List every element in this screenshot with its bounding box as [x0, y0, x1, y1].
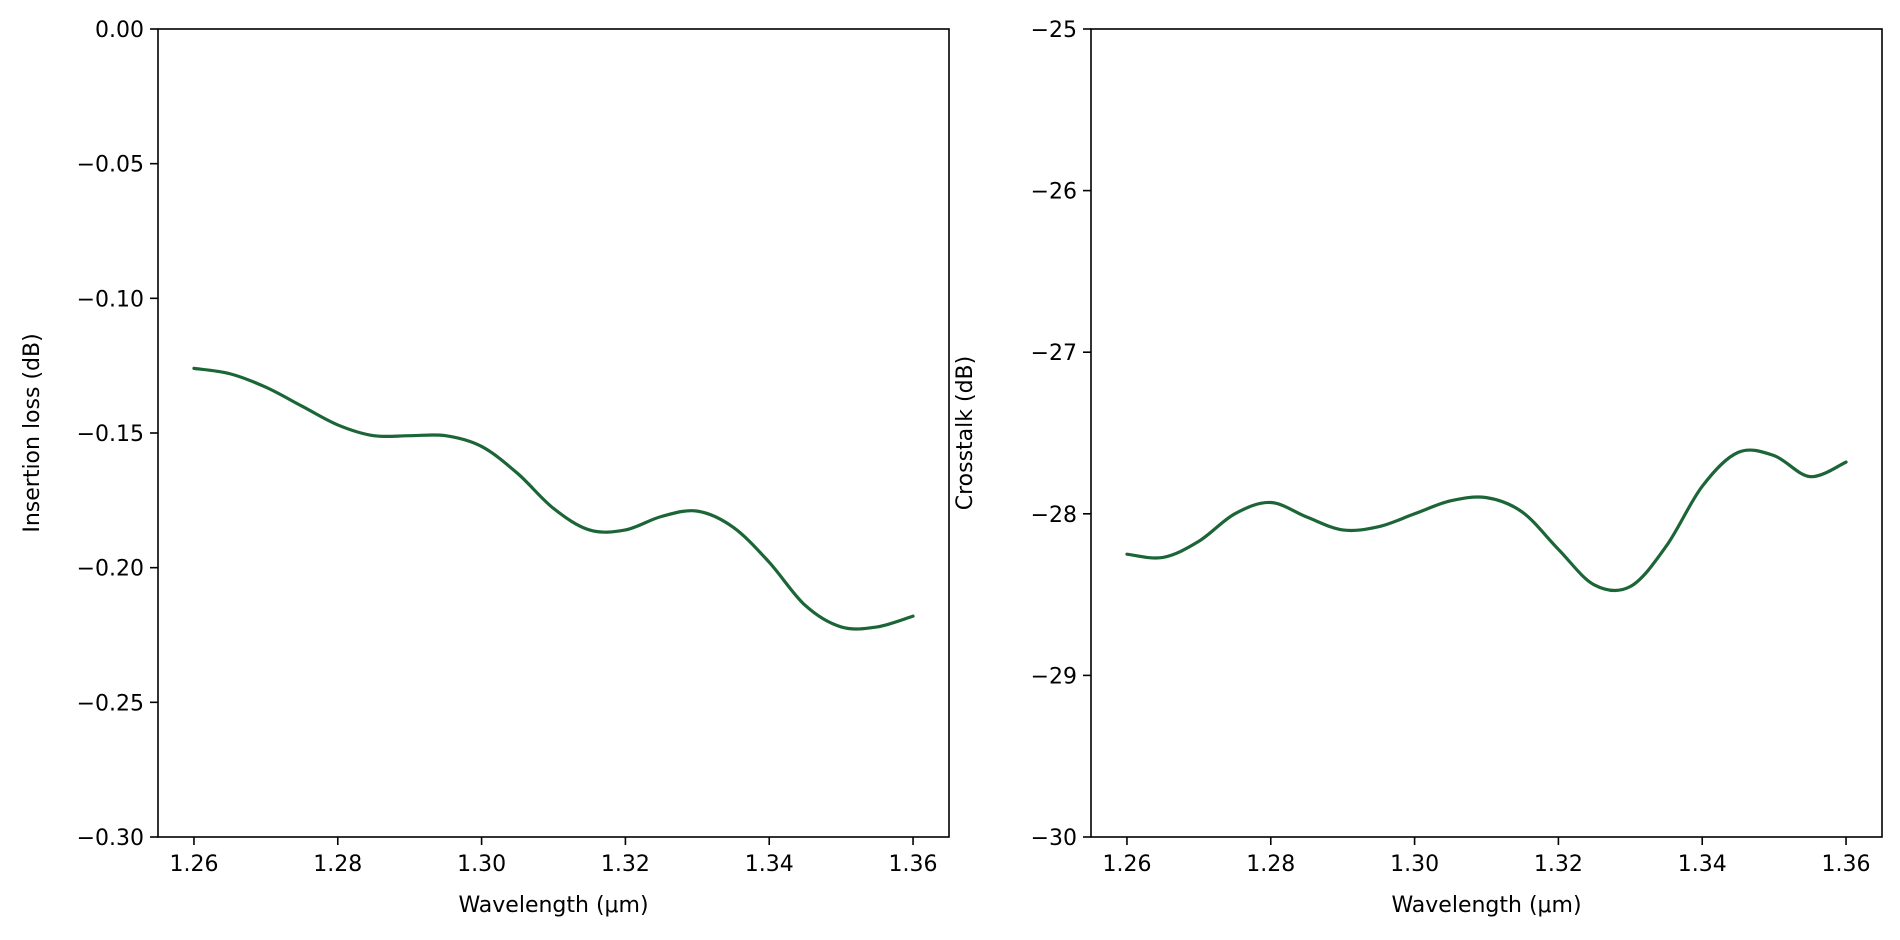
y-tick-label: −0.20	[77, 557, 144, 582]
series-line-0	[192, 366, 915, 631]
x-tick-label: 1.30	[1390, 852, 1439, 877]
x-tick-label: 1.36	[1822, 852, 1871, 877]
x-tick-label: 1.28	[313, 852, 362, 877]
y-tick-label: −27	[1031, 341, 1077, 366]
y-axis-label: Crosstalk (dB)	[953, 356, 978, 510]
plot-frame	[157, 28, 950, 838]
x-tick-label: 1.34	[1678, 852, 1727, 877]
x-tick-label: 1.32	[1534, 852, 1583, 877]
x-axis-label: Wavelength (μm)	[458, 893, 648, 918]
y-tick-label: −26	[1031, 180, 1077, 205]
x-tick-label: 1.30	[457, 852, 506, 877]
y-tick-label: −0.05	[77, 153, 144, 178]
y-tick-label: −0.15	[77, 422, 144, 447]
x-tick-label: 1.28	[1246, 852, 1295, 877]
y-axis-label: Insertion loss (dB)	[20, 333, 45, 532]
y-tick-label: −30	[1031, 826, 1077, 851]
x-tick-label: 1.34	[745, 852, 794, 877]
y-tick-label: −0.30	[77, 826, 144, 851]
crosstalk-panel: 1.26 1.28 1.30 1.32 1.34 1.36 −25 −26 −27 −28 −29 −…	[953, 18, 1883, 918]
y-tick-label: −0.10	[77, 287, 144, 312]
x-tick-label: 1.32	[601, 852, 650, 877]
y-tick-label: −28	[1031, 503, 1077, 528]
x-tick-label: 1.36	[889, 852, 938, 877]
y-tick-label: −25	[1031, 18, 1077, 43]
insertion-loss-panel: 1.26 1.28 1.30 1.32 1.34 1.36 0.00 −0.05 −0.10 −0…	[20, 18, 950, 918]
y-tick-label: −29	[1031, 664, 1077, 689]
series-line-0	[1125, 448, 1848, 593]
plot-frame	[1090, 28, 1883, 838]
x-axis-label: Wavelength (μm)	[1391, 893, 1581, 918]
y-tick-label: −0.25	[77, 691, 144, 716]
y-tick-label: 0.00	[95, 18, 144, 43]
x-tick-label: 1.26	[1102, 852, 1151, 877]
x-tick-label: 1.26	[169, 852, 218, 877]
